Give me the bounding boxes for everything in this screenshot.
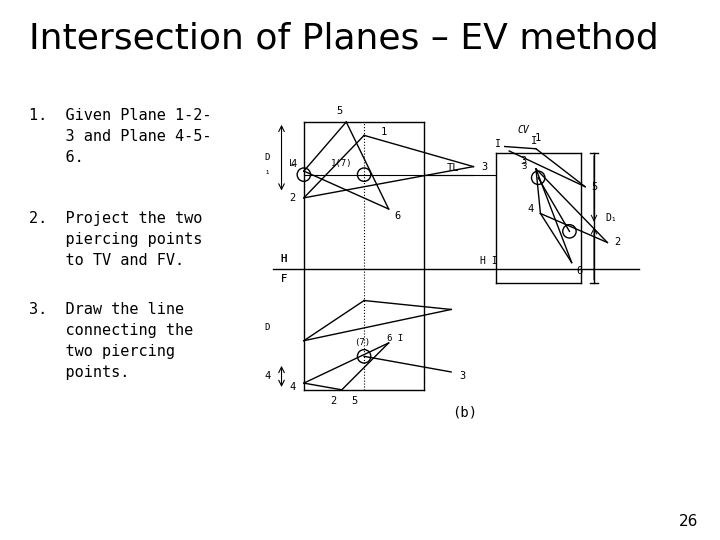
Text: TL: TL [447,163,459,172]
Text: 3: 3 [521,156,526,166]
Text: 5: 5 [336,106,343,116]
Text: 6: 6 [395,211,401,221]
Text: 2: 2 [289,193,296,203]
Text: ₁: ₁ [264,166,270,176]
Text: 6 I: 6 I [387,334,403,343]
Text: 6: 6 [577,266,583,275]
Text: 4: 4 [289,382,296,392]
Text: D: D [264,323,270,332]
Text: (7): (7) [354,338,370,347]
Text: 5: 5 [351,396,357,406]
Text: 5: 5 [592,181,598,192]
Text: 2.  Project the two
    piercing points
    to TV and FV.: 2. Project the two piercing points to TV… [29,211,202,268]
Text: 26: 26 [679,514,698,529]
Text: 2: 2 [330,396,337,406]
Text: 3: 3 [482,161,487,172]
Text: Intersection of Planes – EV method: Intersection of Planes – EV method [29,22,659,56]
Text: H: H [281,254,287,265]
Text: 1(7): 1(7) [331,159,353,168]
Text: 3: 3 [521,162,526,171]
Text: D₁: D₁ [605,213,617,223]
Text: 4: 4 [264,372,271,381]
Text: 1: 1 [535,133,541,143]
Text: 3.  Draw the line
    connecting the
    two piercing
    points.: 3. Draw the line connecting the two pier… [29,302,193,380]
Text: (b): (b) [452,405,477,419]
Text: 4: 4 [528,204,534,214]
Text: H: H [281,254,287,265]
Text: 1.  Given Plane 1-2-
    3 and Plane 4-5-
    6.: 1. Given Plane 1-2- 3 and Plane 4-5- 6. [29,108,211,165]
Text: F: F [281,274,287,284]
Text: CV: CV [518,125,529,135]
Text: I: I [531,136,537,146]
Text: 1: 1 [381,127,387,137]
Text: L: L [289,159,294,168]
Text: I: I [495,139,501,149]
Text: 3: 3 [459,372,465,381]
Text: H I: H I [480,256,498,266]
Text: D: D [264,153,270,162]
Text: 4: 4 [291,159,297,170]
Text: F: F [281,274,287,284]
Text: 2: 2 [614,238,621,247]
